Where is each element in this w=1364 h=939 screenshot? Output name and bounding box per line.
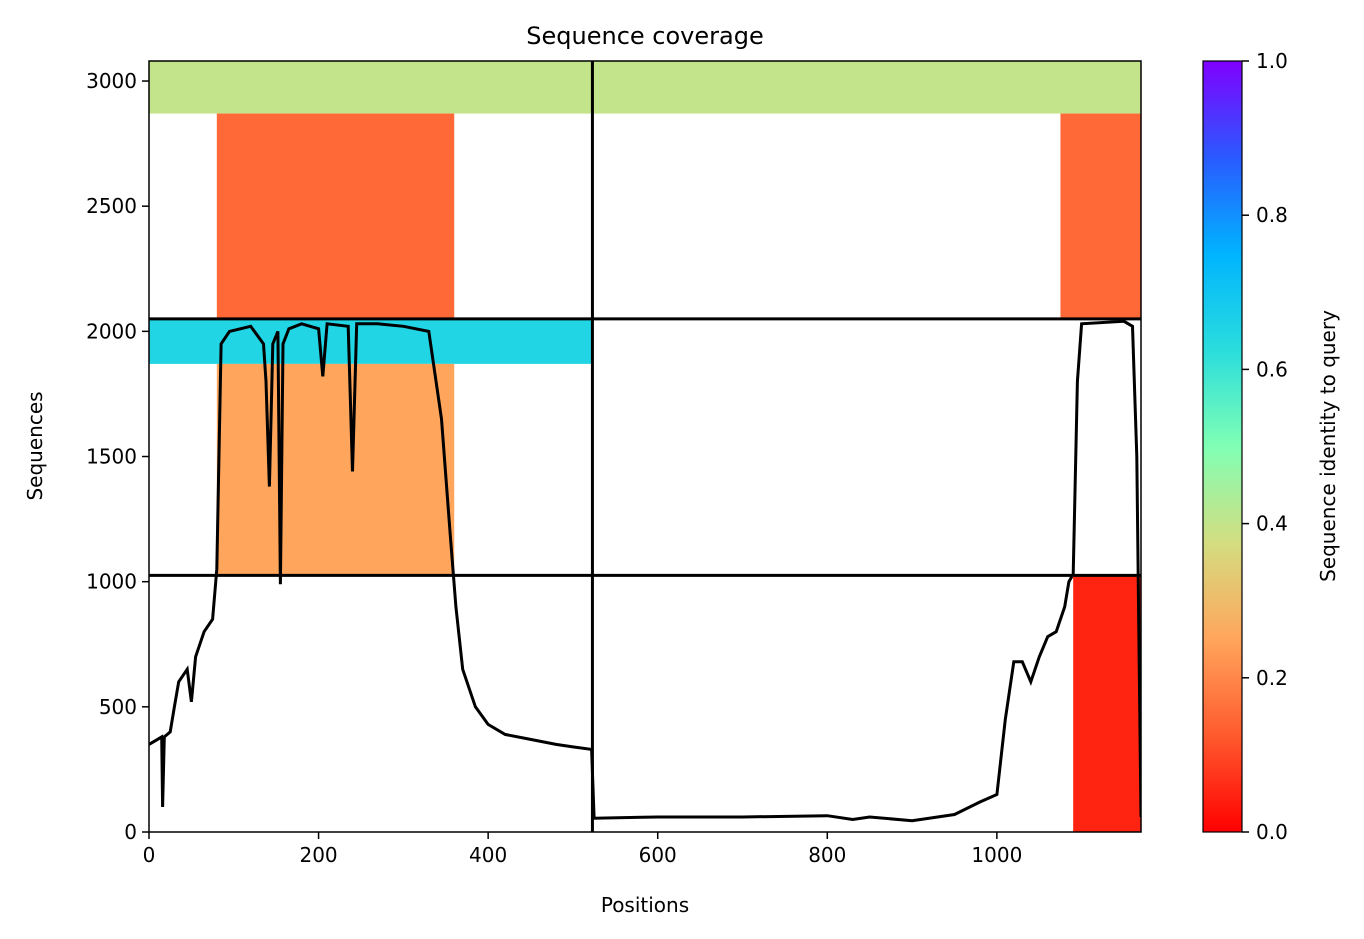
chart-title: Sequence coverage xyxy=(526,22,763,50)
colorbar-tick-label: 0.2 xyxy=(1256,666,1288,690)
y-tick-label: 3000 xyxy=(86,69,137,93)
plot-frame xyxy=(148,60,1142,833)
y-tick-label: 500 xyxy=(99,695,137,719)
coverage-block-3 xyxy=(216,363,455,576)
colorbar-tick-label: 0.4 xyxy=(1256,512,1288,536)
coverage-block-6 xyxy=(1073,575,1141,832)
colorbar-title: Sequence identity to query xyxy=(1316,310,1340,582)
colorbar-tick-label: 0.6 xyxy=(1256,357,1288,381)
coverage-block-4 xyxy=(592,61,1141,114)
y-tick-label: 1000 xyxy=(86,570,137,594)
y-axis: 0 500 1000 1500 2000 2500 3000 xyxy=(86,69,149,844)
x-tick-label: 200 xyxy=(299,843,337,867)
y-tick-label: 2000 xyxy=(86,319,137,343)
coverage-line xyxy=(149,319,1141,823)
x-tick-label: 0 xyxy=(143,843,156,867)
y-tick-label: 1500 xyxy=(86,445,137,469)
x-tick-label: 1000 xyxy=(971,843,1022,867)
colorbar-tick-label: 0.0 xyxy=(1256,820,1288,844)
coverage-block-2 xyxy=(149,318,593,364)
x-axis: 0 200 400 600 800 1000 xyxy=(143,832,1022,867)
x-tick-label: 800 xyxy=(808,843,846,867)
coverage-block-1 xyxy=(216,113,455,319)
x-tick-label: 400 xyxy=(469,843,507,867)
y-tick-label: 2500 xyxy=(86,194,137,218)
colorbar-tick-label: 0.8 xyxy=(1256,203,1288,227)
colorbar-tick-label: 1.0 xyxy=(1256,49,1288,73)
colorbar xyxy=(1202,60,1243,833)
colorbar-ticks: 0.0 0.2 0.4 0.6 0.8 1.0 xyxy=(1242,49,1288,844)
chain-boundaries xyxy=(149,61,1141,832)
x-tick-label: 600 xyxy=(639,843,677,867)
coverage-block-5 xyxy=(1060,113,1141,319)
coverage-blocks xyxy=(149,61,1141,832)
coverage-block-0 xyxy=(149,61,593,114)
y-axis-title: Sequences xyxy=(23,391,47,500)
x-axis-title: Positions xyxy=(601,893,689,917)
y-tick-label: 0 xyxy=(124,820,137,844)
